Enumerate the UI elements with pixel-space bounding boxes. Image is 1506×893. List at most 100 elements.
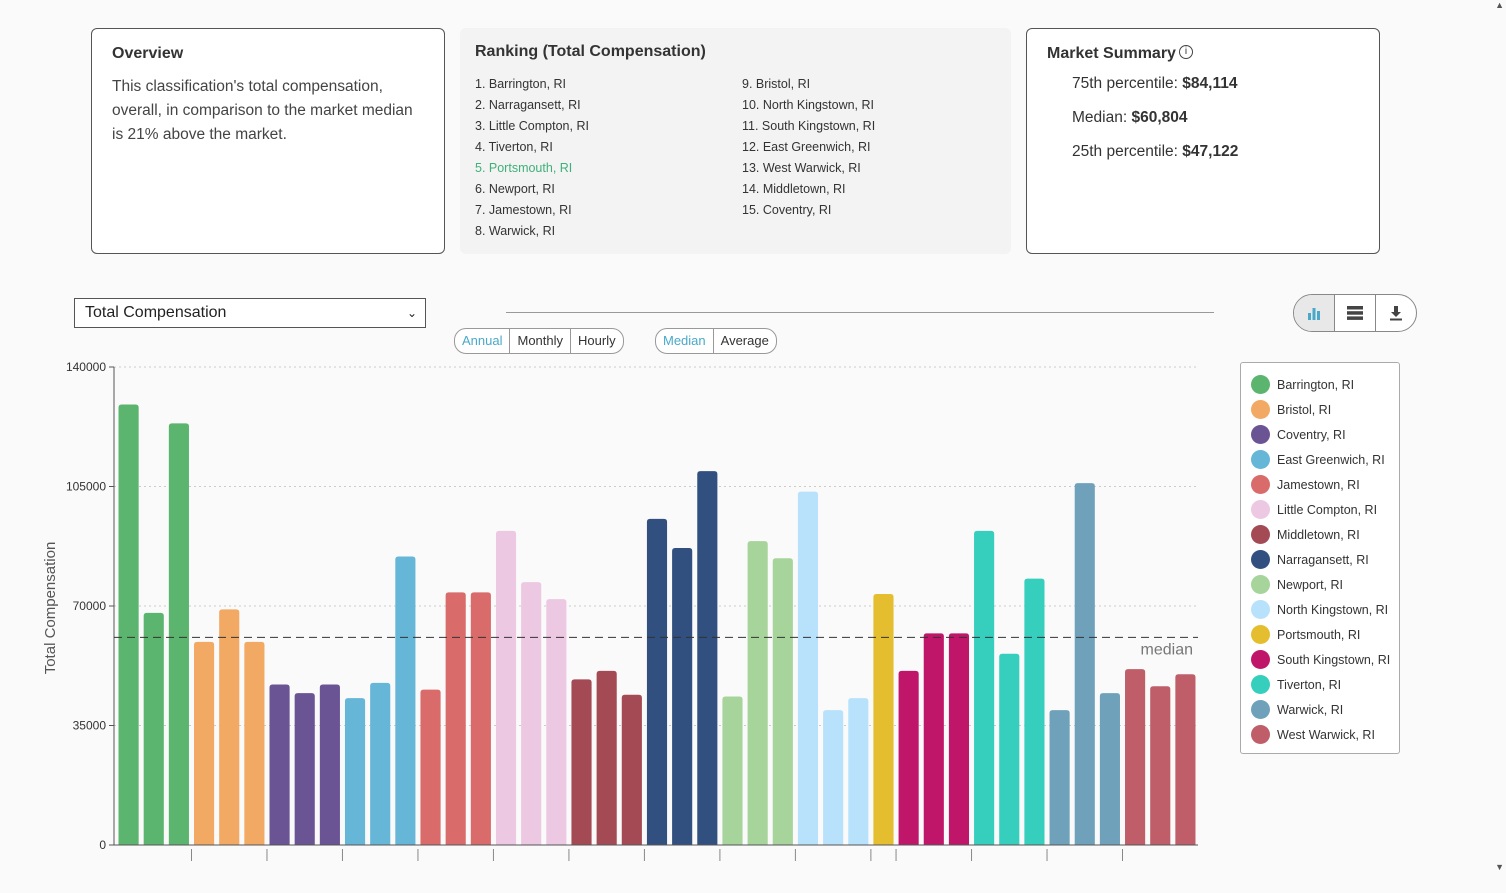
bar (1049, 710, 1070, 845)
legend-label: Newport, RI (1277, 577, 1343, 592)
legend-label: Portsmouth, RI (1277, 627, 1361, 642)
legend-item[interactable]: East Greenwich, RI (1251, 447, 1399, 472)
legend-color-swatch (1251, 625, 1270, 644)
download-button[interactable] (1376, 295, 1416, 331)
bar (797, 491, 819, 845)
market-summary-row: 25th percentile: $47,122 (1072, 141, 1359, 175)
scroll-down-arrow-icon[interactable]: ▼ (1495, 862, 1504, 872)
legend-item[interactable]: Newport, RI (1251, 572, 1399, 597)
stat-median-button[interactable]: Median (656, 329, 714, 353)
legend-label: Coventry, RI (1277, 427, 1346, 442)
period-annual-button[interactable]: Annual (455, 329, 511, 353)
y-tick-label: 105000 (66, 480, 106, 494)
bar (646, 518, 668, 845)
period-monthly-button[interactable]: Monthly (510, 329, 572, 353)
legend-label: South Kingstown, RI (1277, 652, 1391, 667)
ranking-column-2: 9. Bristol, RI 10. North Kingstown, RI 11.… (742, 76, 875, 223)
market-summary-row: Median: $60,804 (1072, 107, 1359, 141)
legend-label: Little Compton, RI (1277, 502, 1378, 517)
bar (269, 684, 290, 845)
legend-item[interactable]: Jamestown, RI (1251, 472, 1399, 497)
bar (571, 679, 592, 845)
bar (344, 698, 366, 845)
ranking-item: 15. Coventry, RI (742, 203, 832, 217)
median-label: median (1141, 641, 1193, 658)
bar (495, 530, 517, 845)
table-view-button[interactable] (1335, 295, 1376, 331)
legend-label: Bristol, RI (1277, 402, 1332, 417)
legend-item[interactable]: Portsmouth, RI (1251, 622, 1399, 647)
legend-label: Middletown, RI (1277, 527, 1360, 542)
bar (923, 633, 944, 845)
bar (420, 689, 441, 845)
view-toggle (1293, 294, 1417, 332)
bar (395, 556, 416, 845)
bar (1175, 674, 1196, 845)
legend-label: Barrington, RI (1277, 377, 1355, 392)
bar (546, 599, 567, 845)
legend-item[interactable]: Bristol, RI (1251, 397, 1399, 422)
bar (521, 582, 542, 845)
legend-color-swatch (1251, 650, 1270, 669)
bar (873, 594, 894, 845)
legend-item[interactable]: Little Compton, RI (1251, 497, 1399, 522)
ranking-item: 12. East Greenwich, RI (742, 140, 871, 154)
bar (596, 670, 617, 845)
bar (823, 710, 844, 845)
legend-color-swatch (1251, 600, 1270, 619)
metric-select[interactable]: Total Compensation ⌄ (74, 298, 426, 328)
bar-chart-view-button[interactable] (1294, 295, 1335, 331)
chart-legend: Barrington, RI Bristol, RI Coventry, RI Eas… (1240, 362, 1400, 754)
legend-color-swatch (1251, 575, 1270, 594)
ranking-item: 6. Newport, RI (475, 182, 555, 196)
bar (672, 547, 693, 845)
overview-text: This classification's total compensation… (112, 78, 413, 143)
bar (974, 530, 995, 845)
metric-select-value: Total Compensation (85, 304, 227, 321)
bar (244, 641, 265, 845)
scroll-up-arrow-icon[interactable]: ▲ (1495, 0, 1504, 10)
ranking-item: 9. Bristol, RI (742, 77, 811, 91)
legend-item[interactable]: Barrington, RI (1251, 372, 1399, 397)
ranking-column-1: 1. Barrington, RI 2. Narragansett, RI 3. L… (475, 76, 589, 244)
ranking-card: Ranking (Total Compensation) 1. Barringt… (460, 28, 1011, 254)
ranking-item: 3. Little Compton, RI (475, 119, 589, 133)
legend-item[interactable]: South Kingstown, RI (1251, 647, 1399, 672)
legend-label: Warwick, RI (1277, 702, 1344, 717)
y-axis-label: Total Compensation (42, 542, 59, 675)
legend-item[interactable]: West Warwick, RI (1251, 722, 1399, 747)
market-summary-value: $47,122 (1182, 143, 1239, 160)
info-icon[interactable]: i (1178, 45, 1193, 59)
y-tick-label: 140000 (66, 360, 106, 374)
y-tick-label: 0 (99, 838, 106, 852)
legend-label: Jamestown, RI (1277, 477, 1360, 492)
bar (999, 653, 1020, 845)
period-hourly-button[interactable]: Hourly (578, 333, 616, 348)
legend-item[interactable]: Narragansett, RI (1251, 547, 1399, 572)
ranking-item: 7. Jamestown, RI (475, 203, 572, 217)
y-tick-label: 70000 (73, 599, 107, 613)
legend-item[interactable]: Warwick, RI (1251, 697, 1399, 722)
legend-item[interactable]: Coventry, RI (1251, 422, 1399, 447)
legend-item[interactable]: Tiverton, RI (1251, 672, 1399, 697)
legend-color-swatch (1251, 500, 1270, 519)
legend-label: West Warwick, RI (1277, 727, 1375, 742)
market-summary-value: $60,804 (1131, 109, 1188, 126)
download-icon (1390, 306, 1402, 321)
legend-item[interactable]: Middletown, RI (1251, 522, 1399, 547)
bar (1150, 686, 1171, 845)
bar (1024, 578, 1045, 845)
bar (1074, 483, 1095, 845)
market-summary-label: 75th percentile: (1072, 75, 1183, 92)
legend-item[interactable]: North Kingstown, RI (1251, 597, 1399, 622)
bar (143, 612, 164, 845)
stat-average-button[interactable]: Average (720, 333, 769, 348)
legend-color-swatch (1251, 475, 1270, 494)
statistic-toggle: Median Average (655, 328, 777, 354)
legend-label: East Greenwich, RI (1277, 452, 1385, 467)
bar (118, 404, 139, 845)
overview-title: Overview (112, 45, 184, 62)
divider-line (506, 312, 1214, 313)
period-toggle: Annual Monthly Hourly (454, 328, 624, 354)
legend-color-swatch (1251, 700, 1270, 719)
